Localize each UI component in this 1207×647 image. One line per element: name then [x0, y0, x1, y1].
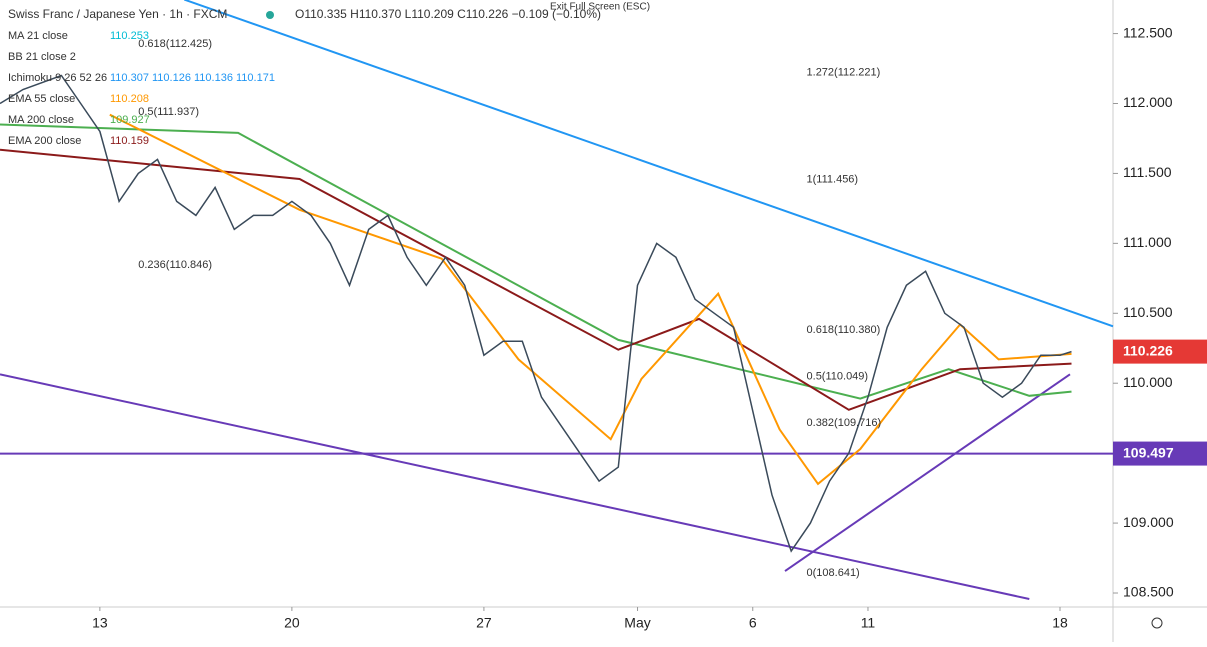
y-tick-label: 110.500	[1123, 304, 1173, 320]
ohlc: O110.335 H110.370 L110.209 C110.226 −0.1…	[295, 7, 601, 21]
settings-icon[interactable]	[1151, 617, 1163, 629]
indicator-value: 110.208	[110, 93, 149, 105]
x-tick-label: 11	[861, 615, 876, 631]
indicator-name: Ichimoku 9 26 52 26	[8, 72, 107, 84]
indicator-value: 110.159	[110, 135, 149, 147]
x-tick-label: 18	[1052, 615, 1068, 631]
price-badge	[1113, 339, 1207, 364]
indicator-name: EMA 200 close	[8, 135, 81, 147]
y-tick-label: 108.500	[1123, 584, 1174, 600]
indicator-value: 109.927	[110, 114, 150, 126]
x-tick-label: 13	[92, 615, 108, 631]
fib-label: 0.5(111.937)	[138, 106, 199, 118]
fib-label: 0(108.641)	[807, 567, 860, 579]
fib-label: 0.618(112.425)	[138, 38, 212, 50]
chart-title: Swiss Franc / Japanese Yen · 1h · FXCM	[8, 7, 227, 21]
x-tick-label: May	[624, 615, 650, 631]
y-tick-label: 111.500	[1123, 164, 1172, 180]
fib-label: 0.382(109.716)	[807, 417, 882, 429]
price-badge	[1113, 441, 1207, 466]
y-tick-label: 112.000	[1123, 94, 1173, 110]
indicator-line	[0, 148, 1072, 411]
y-tick-label: 111.000	[1123, 234, 1172, 250]
price-badge-label: 109.497	[1123, 444, 1174, 460]
y-tick-label: 109.000	[1123, 514, 1174, 530]
indicator-line	[109, 113, 1072, 486]
fib-label: 0.618(110.380)	[807, 324, 881, 336]
fib-label: 1.272(112.221)	[807, 66, 881, 78]
trendline	[0, 373, 1030, 600]
price-badge-label: 110.226	[1123, 342, 1173, 358]
indicator-name: EMA 55 close	[8, 93, 75, 105]
plot	[0, 0, 1114, 600]
exit-fullscreen[interactable]: Exit Full Screen (ESC)	[550, 2, 650, 13]
y-tick-label: 110.000	[1123, 374, 1173, 390]
trendline	[183, 0, 1114, 328]
x-tick-label: 27	[476, 615, 492, 631]
y-tick-label: 112.500	[1123, 24, 1173, 40]
fib-label: 0.5(110.049)	[807, 370, 869, 382]
x-tick-label: 6	[749, 615, 757, 631]
trendline	[784, 373, 1071, 572]
indicator-value: 110.253	[110, 30, 149, 42]
status-dot	[266, 11, 274, 19]
indicator-name: MA 200 close	[8, 114, 74, 126]
indicator-name: BB 21 close 2	[8, 51, 76, 63]
indicator-name: MA 21 close	[8, 30, 68, 42]
price-line	[0, 74, 1072, 553]
indicator-value: 110.307 110.126 110.136 110.171	[110, 72, 275, 84]
fib-label: 1(111.456)	[807, 173, 859, 185]
x-tick-label: 20	[284, 615, 300, 631]
indicator-line	[0, 123, 1072, 400]
fib-label: 0.236(110.846)	[138, 259, 212, 271]
